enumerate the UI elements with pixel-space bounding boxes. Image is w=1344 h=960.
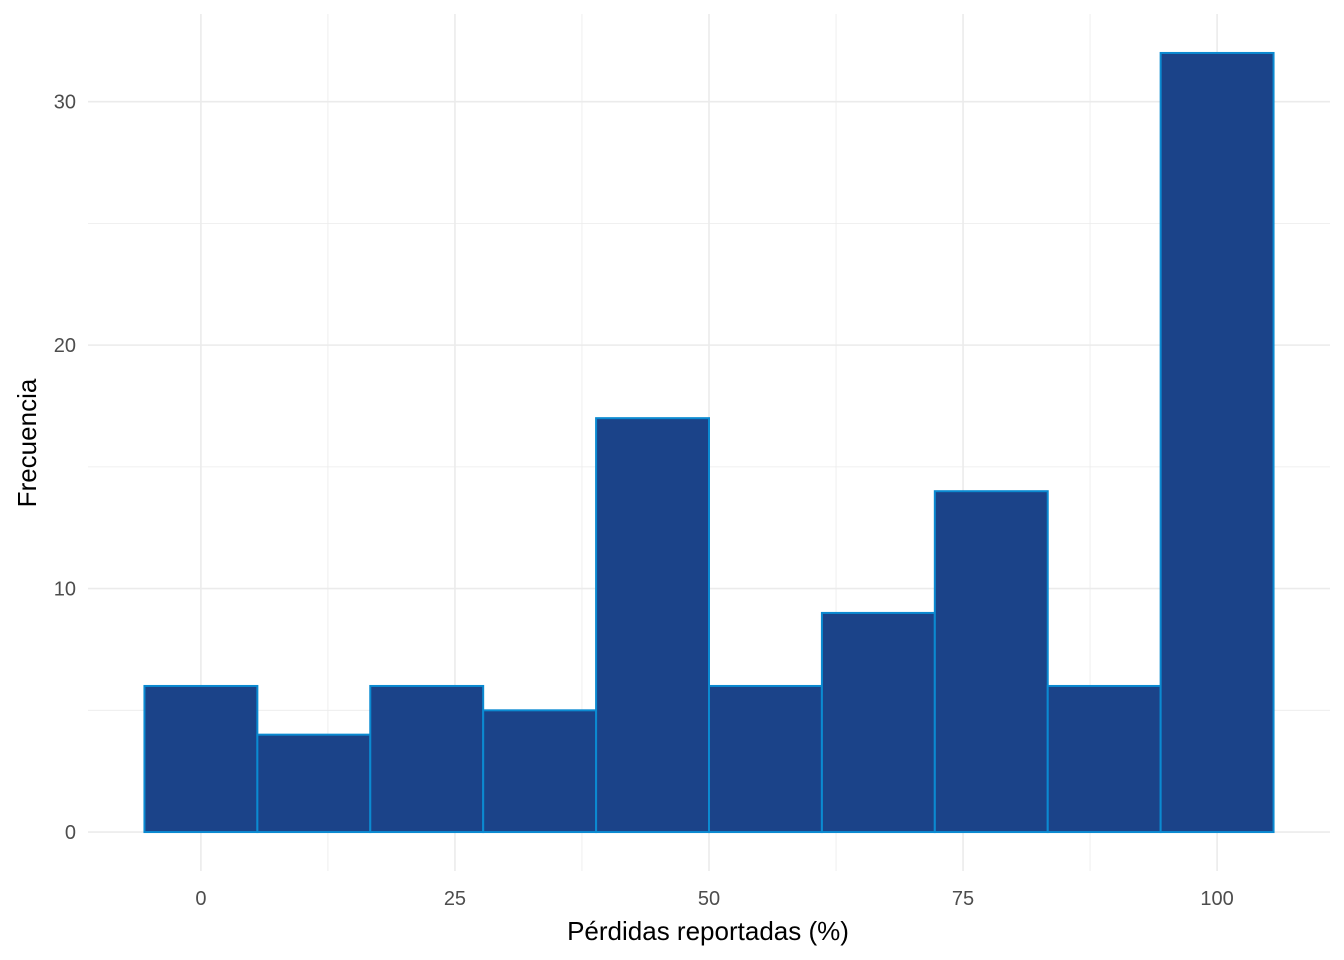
- x-axis-ticks: 0 25 50 75 100: [195, 888, 1233, 910]
- histogram-bar: [595, 417, 710, 834]
- histogram-bar: [256, 733, 372, 834]
- x-tick-label: 75: [952, 888, 974, 910]
- histogram-bars: [143, 51, 1275, 834]
- y-axis-title: Frecuencia: [12, 378, 42, 507]
- y-tick-label: 20: [54, 335, 76, 357]
- histogram-bar: [143, 684, 259, 834]
- x-tick-label: 25: [444, 888, 466, 910]
- y-tick-label: 30: [54, 92, 76, 114]
- histogram-bar: [1159, 51, 1275, 834]
- histogram-bar: [1046, 684, 1162, 834]
- histogram-bar: [369, 684, 485, 834]
- histogram-bar: [708, 684, 823, 834]
- histogram-bar: [482, 709, 598, 834]
- y-tick-label: 10: [54, 579, 76, 601]
- histogram-bar: [933, 490, 1049, 834]
- x-tick-label: 100: [1200, 888, 1233, 910]
- x-axis-title: Pérdidas reportadas (%): [567, 916, 849, 946]
- histogram-bar: [820, 611, 936, 834]
- y-tick-label: 0: [65, 822, 76, 844]
- x-tick-label: 0: [195, 888, 206, 910]
- x-tick-label: 50: [698, 888, 720, 910]
- y-axis-ticks: 0 10 20 30: [54, 92, 76, 844]
